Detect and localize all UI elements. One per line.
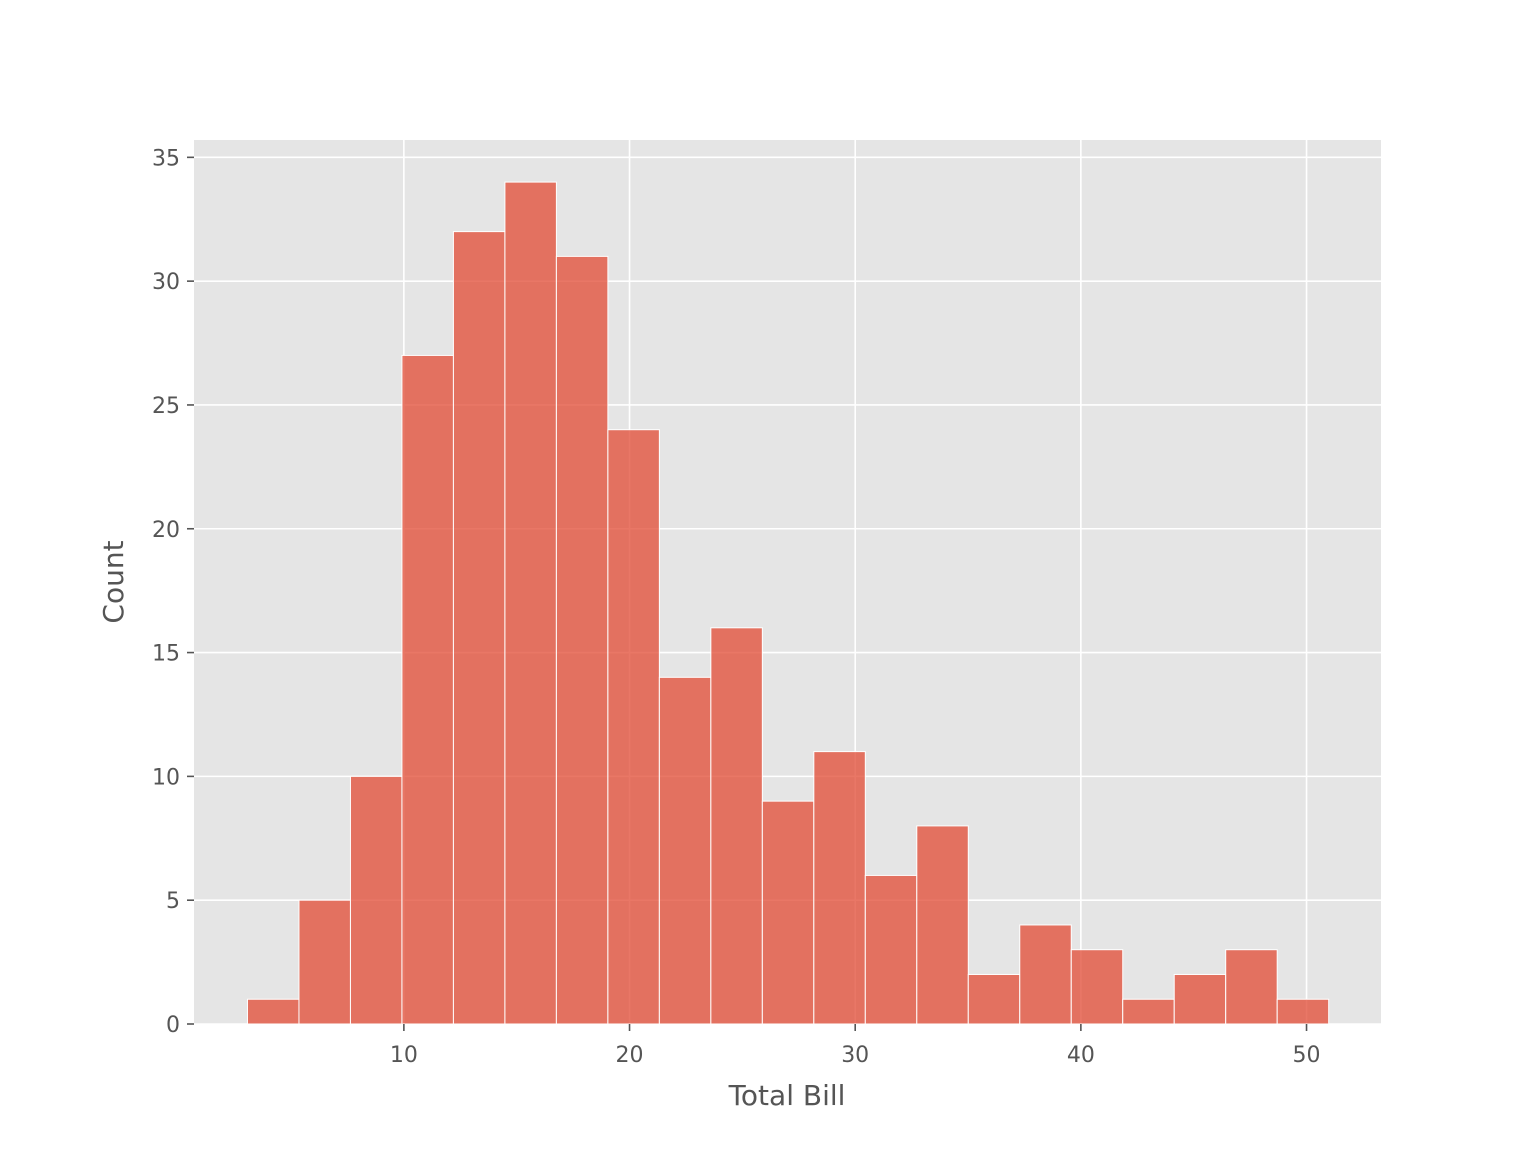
histogram-bar [401,354,454,1025]
histogram-bar [1225,949,1278,1025]
y-tick-label: 10 [152,765,180,790]
histogram-bar [916,825,969,1025]
y-tick-label: 5 [166,889,180,914]
histogram-bar [607,429,660,1025]
histogram-bar [658,676,712,1025]
histogram-bar [1019,924,1072,1025]
histogram-bar [452,231,506,1025]
histogram-bar [864,874,918,1025]
y-tick-label: 20 [152,518,180,543]
y-tick-label: 35 [152,146,180,171]
y-tick-label: 0 [166,1013,180,1038]
histogram-bar [1122,998,1175,1025]
histogram-bar [710,627,763,1025]
histogram-bar [1173,973,1227,1025]
y-tick-label: 25 [152,394,180,419]
y-tick-label: 30 [152,270,180,295]
x-tick-label: 20 [616,1043,644,1068]
histogram-bar [246,998,300,1025]
histogram-bar [298,899,351,1025]
x-tick-label: 10 [390,1043,418,1068]
y-axis-ticks: 0 5 10 15 20 25 30 35 [152,146,194,1038]
x-axis-label: Total Bill [728,1079,846,1112]
histogram-bar [813,751,866,1025]
x-tick-label: 30 [841,1043,869,1068]
histogram-bar [349,775,403,1025]
histogram-bar [761,800,815,1025]
histogram-bars [246,181,1330,1025]
histogram-bar [555,255,609,1025]
histogram-bar [1276,998,1330,1025]
y-tick-label: 15 [152,642,180,667]
histogram-bar [1070,949,1124,1025]
y-axis-label: Count [97,540,130,623]
x-tick-label: 40 [1067,1043,1095,1068]
x-axis-ticks: 10 20 30 40 50 [390,1024,1321,1068]
histogram-bar [967,973,1021,1025]
x-tick-label: 50 [1293,1043,1321,1068]
histogram-bar [504,181,557,1025]
